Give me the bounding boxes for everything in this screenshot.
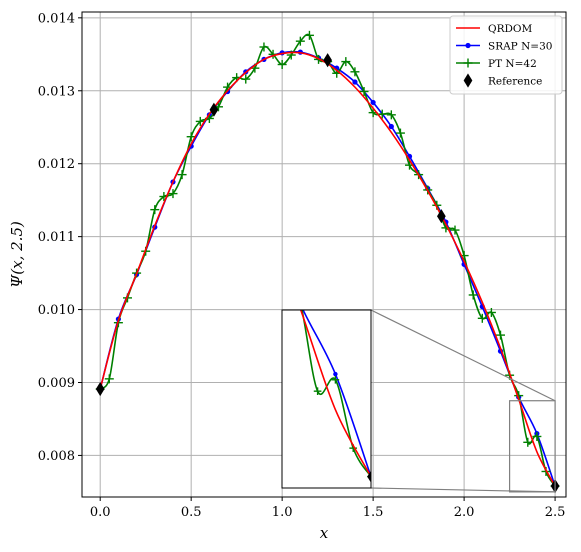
data-point-plus: [495, 330, 505, 340]
axis-ticks: 0.0 0.5 1.0 1.5 2.0 2.5 0.008 0.009 0.010 0.011 0.…: [38, 11, 566, 520]
series-reference: [95, 53, 560, 494]
data-point-plus: [277, 60, 287, 70]
data-point-plus: [523, 437, 533, 447]
zoom-connector: [370, 309, 556, 402]
data-point-plus: [463, 58, 473, 68]
zoom-inset: [189, 23, 556, 493]
x-tick-label: 1.5: [363, 505, 384, 520]
legend-entry: Reference: [463, 73, 542, 88]
data-point-dot: [465, 42, 471, 49]
data-point-plus: [186, 132, 196, 142]
y-tick-label: 0.013: [38, 84, 75, 99]
x-tick-label: 2.0: [454, 505, 475, 520]
data-point-plus: [295, 36, 305, 46]
data-point-diamond: [463, 73, 473, 88]
data-point-dot: [370, 99, 376, 106]
data-point-plus: [304, 30, 314, 40]
data-point-plus: [177, 170, 187, 180]
data-point-plus: [477, 313, 487, 323]
data-point-diamond: [367, 470, 371, 483]
x-tick-label: 1.0: [272, 505, 293, 520]
y-tick-label: 0.014: [38, 11, 75, 26]
inset-frame: [281, 309, 372, 489]
data-point-plus: [359, 86, 369, 96]
y-tick-label: 0.009: [38, 376, 75, 391]
data-point-plus: [189, 23, 197, 31]
legend-entry: SRAP N=30: [456, 40, 552, 52]
data-point-dot: [298, 301, 302, 305]
legend-label: SRAP N=30: [488, 40, 552, 52]
data-point-plus: [377, 109, 387, 119]
zoom-source-box: [508, 400, 556, 493]
y-tick-label: 0.011: [38, 230, 75, 245]
data-point-plus: [195, 116, 205, 126]
data-point-plus: [532, 431, 542, 441]
data-point-plus: [468, 290, 478, 300]
series-layer: [95, 30, 560, 494]
plot-frame: [81, 11, 567, 498]
data-point-plus: [331, 375, 340, 384]
data-point-plus: [450, 225, 460, 235]
data-point-diamond: [323, 53, 332, 68]
data-point-diamond: [437, 209, 446, 224]
data-point-plus: [296, 296, 304, 304]
data-point-plus: [104, 374, 114, 384]
y-axis-label: Ψ(x, 2.5): [8, 221, 26, 288]
data-point-dot: [352, 79, 358, 85]
data-point-diamond: [95, 381, 105, 397]
data-point-plus: [259, 42, 269, 52]
x-tick-label: 0.0: [90, 505, 111, 520]
data-point-dot: [388, 123, 394, 130]
legend-box: [449, 15, 563, 95]
data-point-plus: [341, 57, 351, 67]
x-axis-label: x: [320, 524, 329, 542]
data-point-plus: [386, 110, 396, 120]
data-point-plus: [225, 145, 233, 153]
x-tick-label: 2.5: [545, 505, 566, 520]
legend-entry: PT N=42: [456, 58, 537, 70]
y-tick-label: 0.012: [38, 157, 75, 172]
data-point-plus: [395, 128, 405, 138]
series-reference: [367, 470, 371, 483]
y-tick-label: 0.010: [38, 303, 75, 318]
data-point-plus: [243, 134, 251, 142]
zoom-connector: [370, 487, 556, 493]
data-point-plus: [486, 307, 496, 317]
data-point-dot: [226, 124, 230, 128]
data-point-plus: [150, 205, 160, 215]
data-point-dot: [262, 211, 266, 215]
legend-label: PT N=42: [488, 58, 537, 70]
data-point-plus: [168, 189, 178, 199]
data-point-plus: [241, 74, 251, 84]
legend-entry: QRDOM: [456, 23, 533, 35]
data-point-dot: [333, 371, 338, 377]
inset-background: [282, 310, 371, 488]
legend-label: Reference: [488, 75, 542, 87]
data-point-diamond: [209, 102, 219, 117]
y-tick-label: 0.008: [38, 449, 75, 464]
x-tick-label: 0.5: [181, 505, 202, 520]
legend-label: QRDOM: [488, 23, 533, 35]
data-point-plus: [350, 67, 360, 77]
data-point-plus: [260, 178, 268, 186]
legend: QRDOM SRAP N=30 PT N=42 Reference: [449, 15, 563, 95]
data-point-plus: [313, 387, 322, 395]
